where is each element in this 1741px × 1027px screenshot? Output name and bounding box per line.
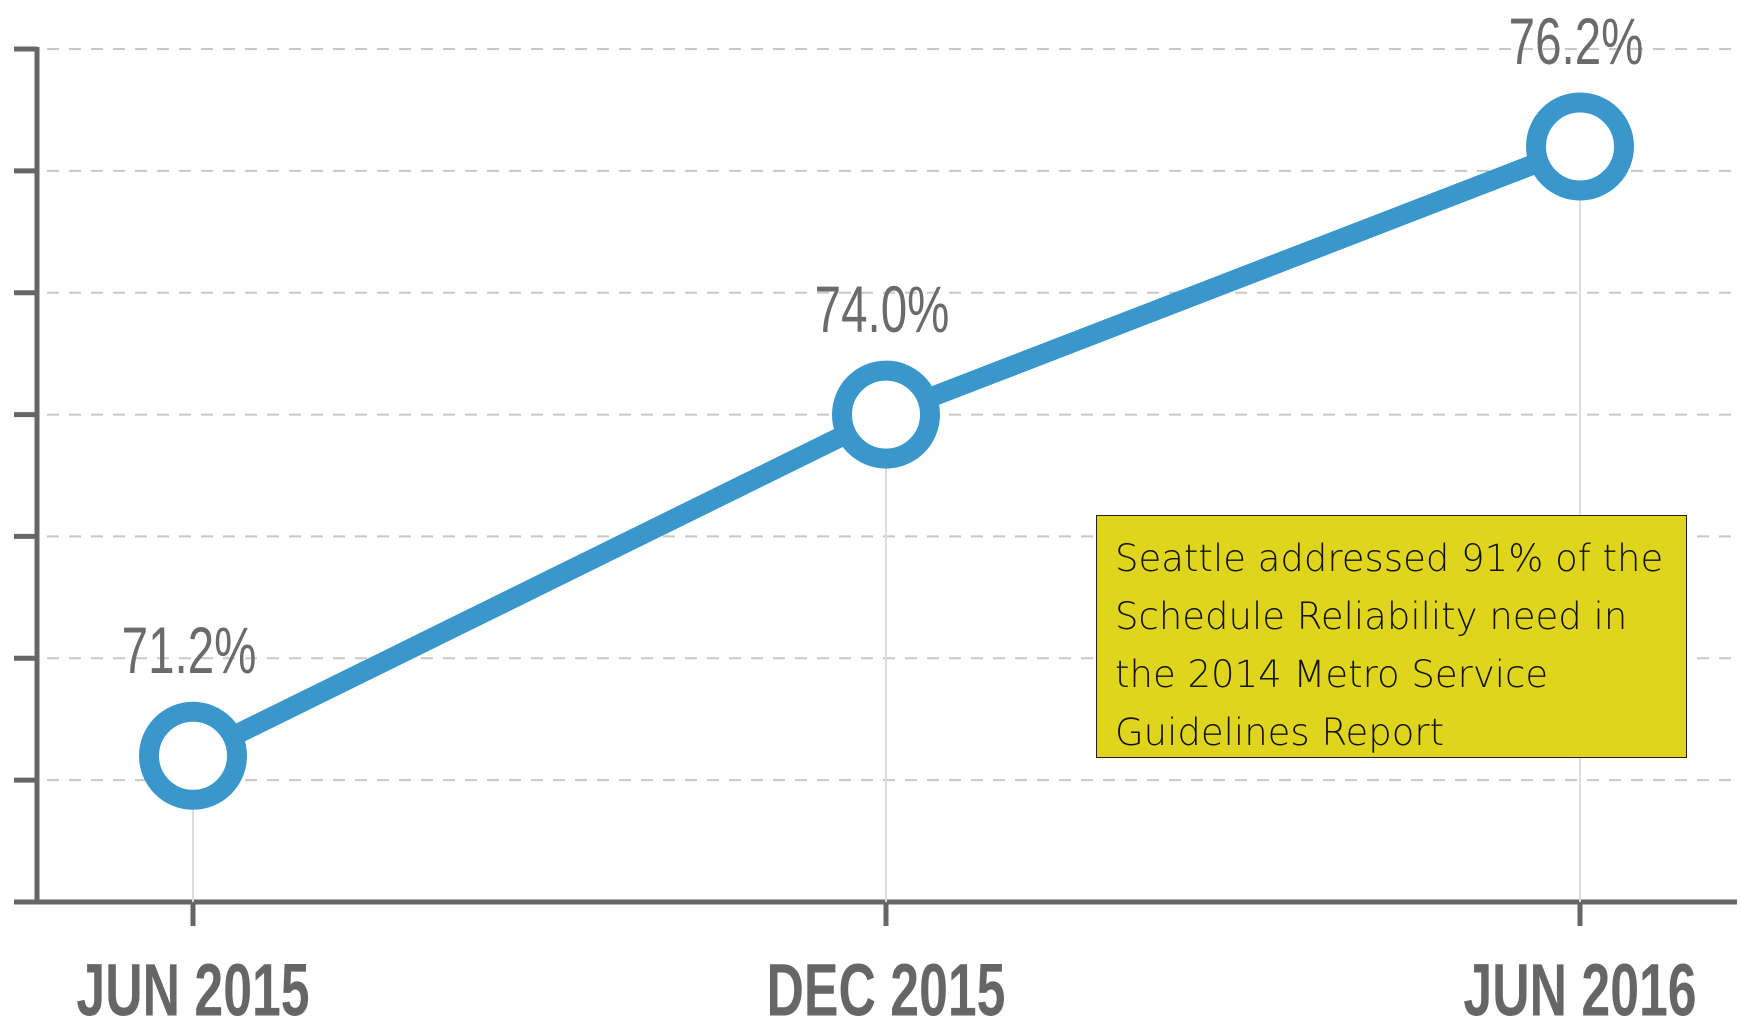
point <box>1526 92 1634 201</box>
x-tick-label: JUN 2016 <box>1463 948 1696 1027</box>
value-label: 76.2% <box>1509 5 1644 78</box>
annotation: Seattle addressed 91% of the Schedule Re… <box>1096 515 1687 758</box>
value-label: 71.2% <box>122 615 257 688</box>
point <box>832 360 940 469</box>
point <box>139 701 247 810</box>
x-tick-label: JUN 2015 <box>76 948 309 1027</box>
value-label: 74.0% <box>815 273 950 346</box>
x-tick-label: DEC 2015 <box>767 948 1006 1027</box>
